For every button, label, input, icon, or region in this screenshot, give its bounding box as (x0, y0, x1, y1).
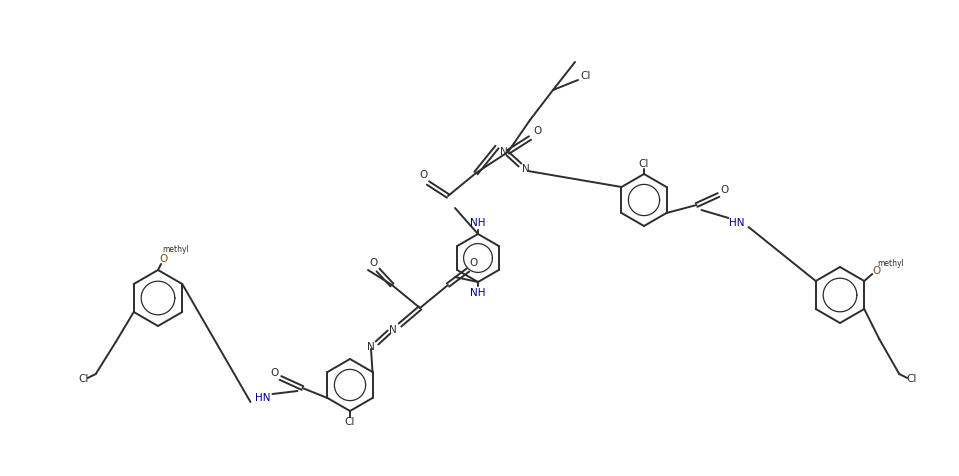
Text: NH: NH (470, 288, 486, 298)
Text: O: O (270, 368, 279, 378)
Text: HN: HN (729, 218, 744, 228)
Text: NH: NH (470, 218, 486, 228)
Text: O: O (720, 185, 729, 195)
Text: O: O (159, 254, 167, 264)
Text: Cl: Cl (345, 417, 355, 427)
Text: Cl: Cl (906, 374, 917, 384)
Text: N: N (501, 147, 508, 157)
Text: methyl: methyl (877, 258, 903, 268)
Text: N: N (367, 342, 375, 352)
Text: Cl: Cl (581, 71, 591, 81)
Text: methyl: methyl (163, 246, 189, 255)
Text: O: O (369, 258, 377, 268)
Text: N: N (522, 164, 530, 174)
Text: Cl: Cl (639, 159, 649, 169)
Text: O: O (419, 170, 427, 180)
Text: O: O (469, 258, 478, 268)
Text: O: O (533, 126, 541, 136)
Text: N: N (389, 325, 397, 335)
Text: Cl: Cl (79, 374, 89, 384)
Text: O: O (872, 266, 880, 276)
Text: HN: HN (255, 393, 270, 403)
